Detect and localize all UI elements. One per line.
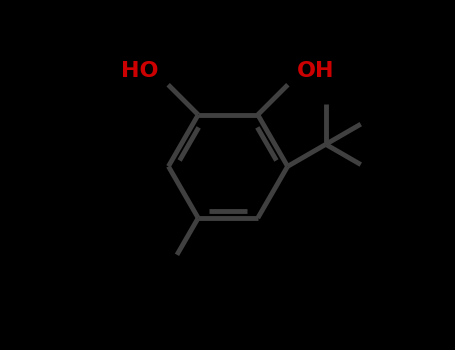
Text: HO: HO [121,61,159,80]
Text: OH: OH [297,61,335,80]
